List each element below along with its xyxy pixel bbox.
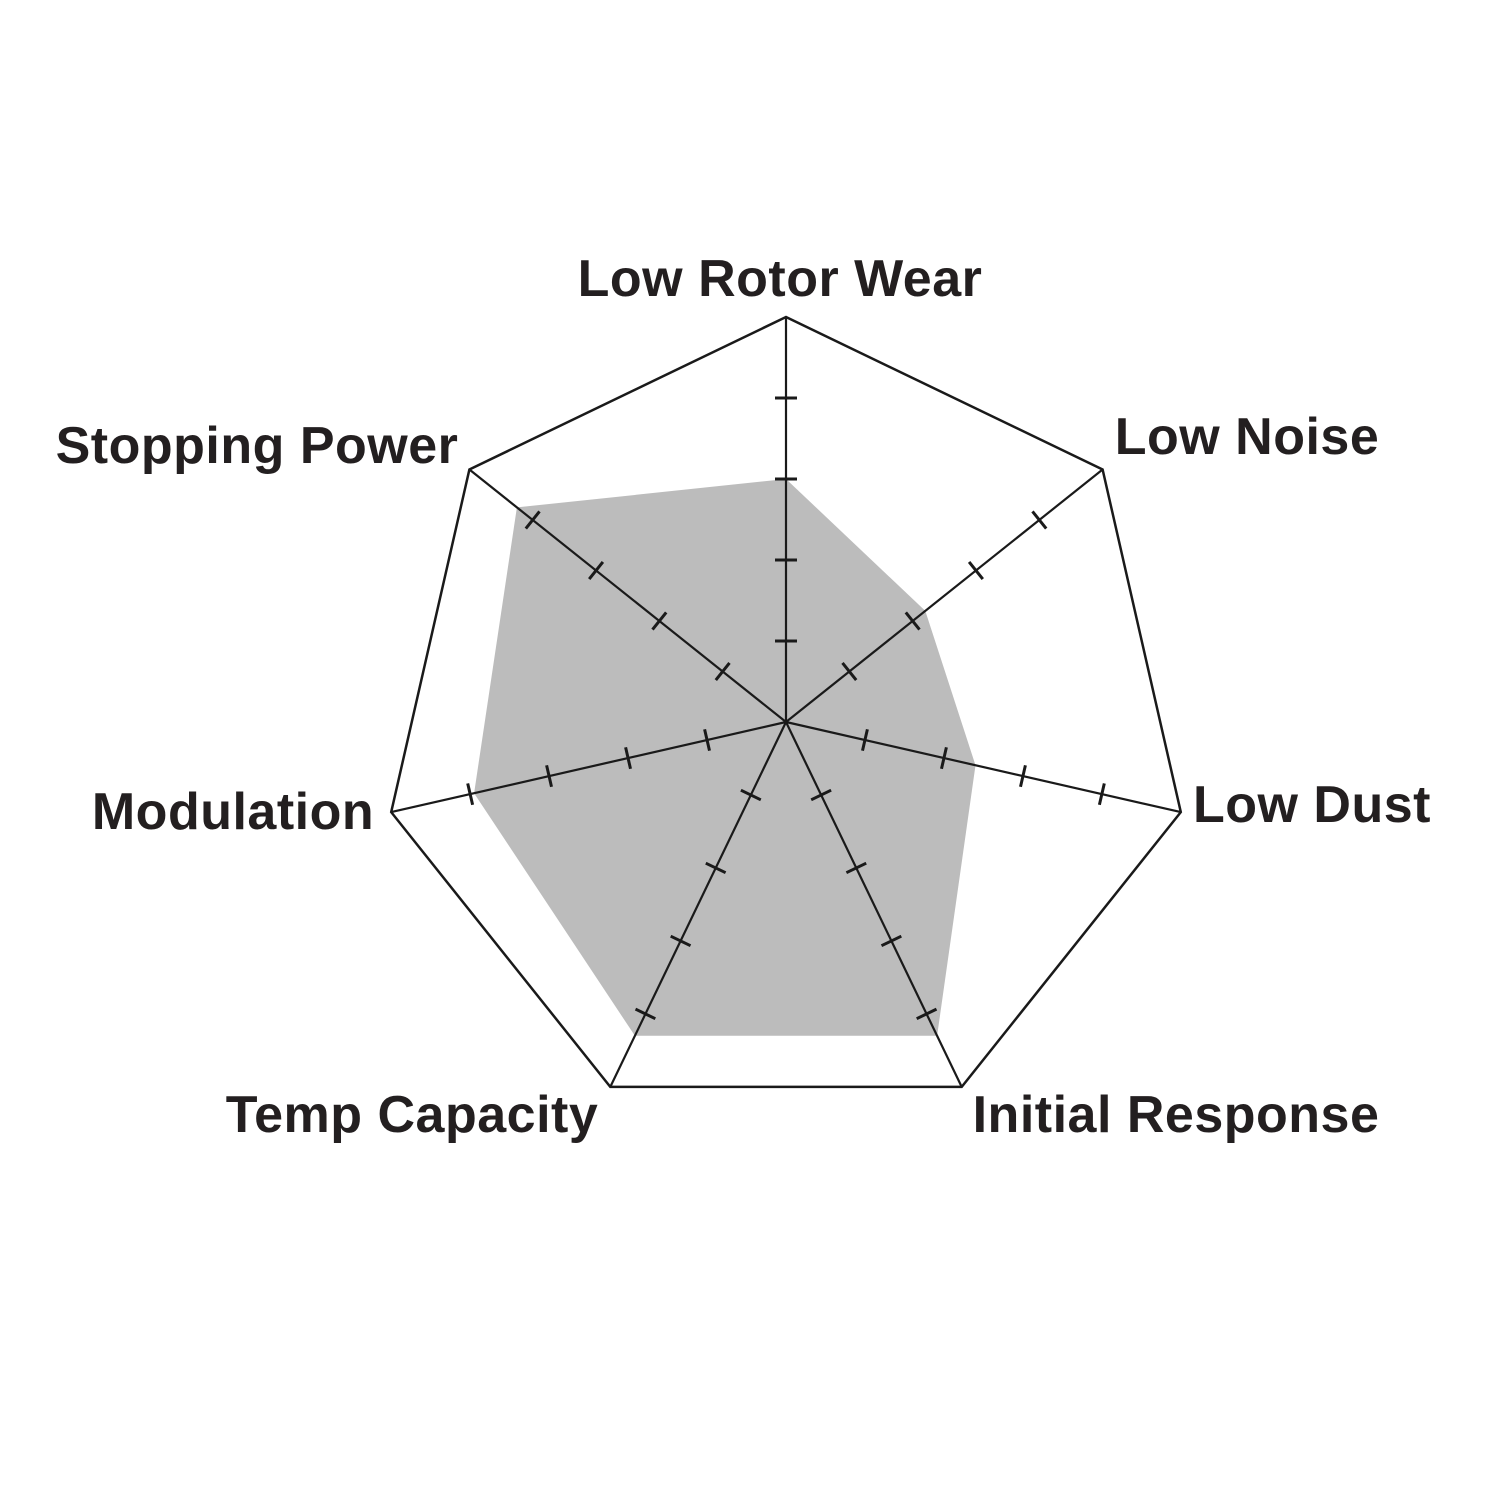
grid-outline-layer	[389, 315, 1183, 1089]
axis-tick	[624, 746, 632, 770]
axis-label-temp-capacity: Temp Capacity	[226, 1086, 599, 1144]
axis-spoke	[390, 720, 787, 814]
axis-tick	[703, 728, 711, 752]
axis-label-low-dust: Low Dust	[1193, 776, 1431, 834]
axis-tick	[916, 1007, 938, 1021]
axis-tick	[588, 560, 605, 581]
axis-tick	[841, 661, 858, 682]
axis-spoke	[785, 468, 1104, 723]
axis-spoke	[785, 720, 1182, 814]
data-polygon	[474, 479, 976, 1036]
axis-tick	[466, 783, 475, 806]
axis-tick	[1031, 510, 1048, 530]
axis-label-initial-response: Initial Response	[973, 1086, 1380, 1144]
axis-tick	[545, 764, 553, 788]
axis-spoke	[468, 468, 787, 723]
axis-tick	[845, 861, 867, 875]
axis-tick	[1097, 783, 1106, 806]
axis-spoke	[785, 721, 963, 1088]
axis-tick	[1019, 764, 1027, 788]
axes-layer	[390, 317, 1182, 1088]
axis-tick	[714, 661, 731, 682]
axis-tick	[524, 510, 541, 530]
axis-tick	[880, 934, 902, 948]
axis-spoke	[609, 721, 787, 1088]
data-polygon-layer	[474, 479, 976, 1036]
axis-tick	[810, 788, 832, 802]
grid-outline	[389, 315, 1183, 1089]
axis-label-stopping-power: Stopping Power	[56, 417, 459, 475]
axis-label-low-rotor-wear: Low Rotor Wear	[578, 250, 983, 308]
axis-label-low-noise: Low Noise	[1115, 408, 1380, 466]
axis-labels-layer: Low Rotor Wear Low Noise Low Dust Initial R…	[56, 250, 1431, 1144]
axis-tick	[651, 611, 668, 631]
axis-tick	[967, 560, 984, 581]
axis-tick	[670, 934, 692, 948]
axis-tick	[904, 611, 921, 631]
axis-tick	[740, 788, 762, 802]
axis-tick	[861, 728, 869, 752]
axis-tick	[634, 1007, 656, 1021]
axis-tick	[705, 861, 727, 875]
axis-label-modulation: Modulation	[92, 783, 374, 841]
axis-tick	[940, 746, 948, 770]
